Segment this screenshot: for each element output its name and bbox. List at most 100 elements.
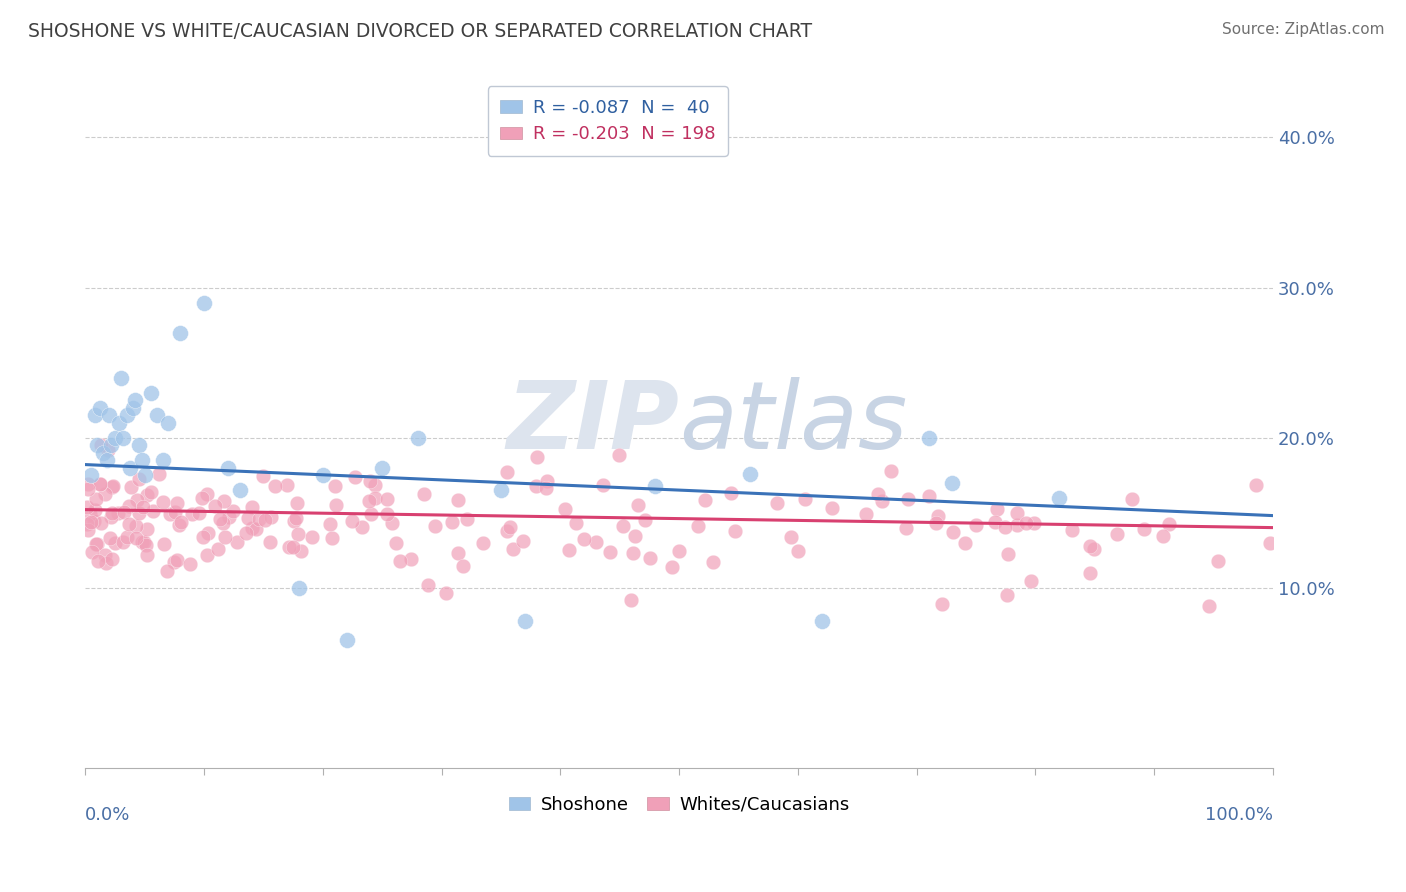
Point (204, 499, 226, 513)
Point (868, 486, 890, 500)
Point (214, 530, 236, 544)
Point (152, 495, 174, 509)
Point (240, 521, 263, 535)
Point (496, 465, 519, 479)
Point (381, 516, 404, 530)
Point (359, 474, 381, 488)
Point (794, 492, 817, 507)
Point (145, 408, 167, 422)
Point (167, 518, 190, 533)
Point (997, 547, 1019, 561)
Point (1198, 599, 1220, 614)
Point (212, 516, 235, 530)
Point (132, 535, 155, 549)
Point (212, 494, 235, 508)
Point (406, 431, 429, 445)
Point (599, 545, 621, 559)
Point (821, 501, 844, 516)
Point (1060, 523, 1083, 537)
Point (564, 516, 586, 531)
Point (896, 491, 918, 506)
Point (779, 530, 801, 544)
Point (620, 593, 643, 607)
Point (925, 516, 948, 530)
Point (76, 523, 98, 537)
Point (166, 496, 188, 510)
Point (496, 524, 519, 539)
Point (1152, 529, 1174, 543)
Point (118, 517, 141, 532)
Point (128, 507, 150, 521)
Point (101, 480, 124, 494)
Point (1024, 516, 1046, 531)
Point (195, 548, 218, 562)
Point (740, 467, 762, 481)
Point (723, 524, 745, 539)
Point (135, 538, 157, 552)
Point (90, 438, 112, 452)
Point (79, 507, 101, 521)
Point (107, 506, 129, 520)
Point (626, 498, 648, 512)
Point (359, 494, 381, 508)
Point (148, 467, 170, 481)
Point (451, 558, 474, 573)
Point (894, 521, 917, 535)
Point (89, 477, 111, 491)
Point (489, 483, 512, 497)
Point (207, 542, 229, 557)
Point (855, 508, 877, 522)
Text: 100.0%: 100.0% (1205, 805, 1272, 823)
Point (218, 510, 240, 524)
Point (97, 442, 120, 457)
Point (686, 519, 709, 533)
Point (103, 479, 125, 493)
Point (1005, 506, 1028, 520)
Point (245, 522, 267, 536)
Point (104, 536, 127, 550)
Point (96, 453, 118, 467)
Point (139, 485, 162, 500)
Point (124, 393, 146, 408)
Point (157, 416, 180, 430)
Point (572, 532, 595, 546)
Point (209, 512, 232, 526)
Point (661, 560, 683, 574)
Point (557, 543, 579, 558)
Point (1015, 516, 1038, 531)
Point (607, 448, 630, 462)
Legend: Shoshone, Whites/Caucasians: Shoshone, Whites/Caucasians (502, 789, 858, 821)
Point (623, 529, 645, 543)
Point (418, 578, 440, 592)
Point (83, 514, 105, 528)
Point (125, 519, 148, 533)
Point (931, 597, 953, 611)
Point (165, 505, 187, 519)
Point (472, 536, 495, 550)
Point (166, 552, 188, 566)
Point (554, 502, 576, 516)
Point (695, 492, 717, 507)
Point (181, 507, 204, 521)
Point (121, 401, 143, 415)
Point (247, 512, 270, 526)
Point (288, 581, 311, 595)
Point (336, 633, 359, 648)
Point (76, 482, 98, 496)
Point (277, 540, 299, 554)
Point (986, 502, 1008, 516)
Point (104, 431, 127, 445)
Point (90, 516, 112, 531)
Point (86, 537, 108, 551)
Point (941, 475, 963, 490)
Text: SHOSHONE VS WHITE/CAUCASIAN DIVORCED OR SEPARATED CORRELATION CHART: SHOSHONE VS WHITE/CAUCASIAN DIVORCED OR … (28, 22, 813, 41)
Point (235, 526, 257, 541)
Point (536, 474, 558, 488)
Point (142, 504, 165, 518)
Point (1157, 516, 1180, 531)
Point (375, 507, 398, 521)
Point (281, 540, 304, 554)
Point (136, 521, 159, 535)
Point (80, 468, 103, 483)
Point (499, 519, 522, 533)
